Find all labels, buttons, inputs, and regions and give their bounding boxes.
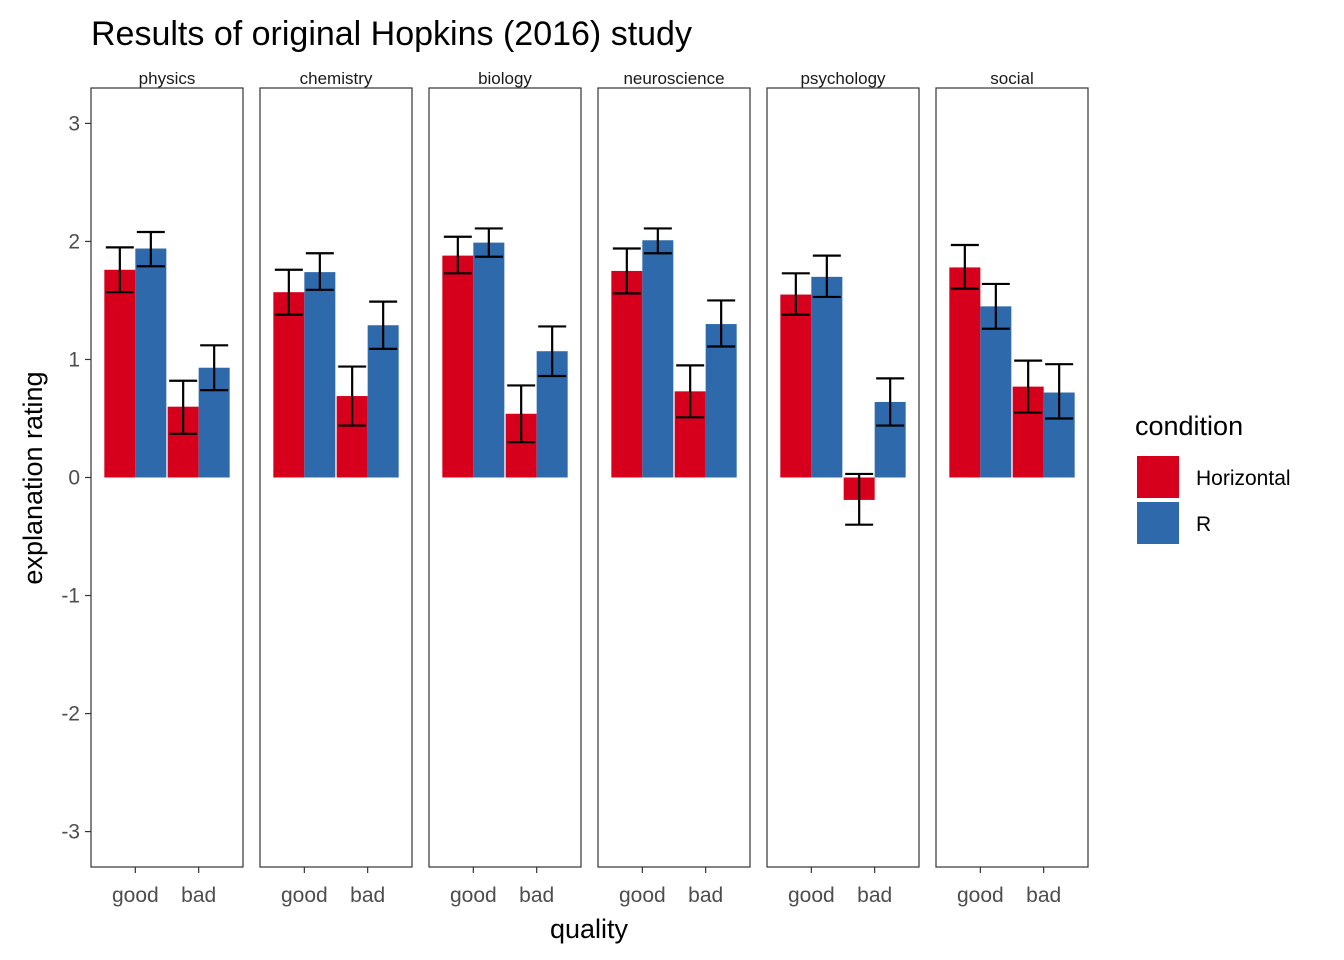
facet-panel-neuroscience: neuroscience good bad [597, 69, 751, 907]
y-tick-label: 2 [68, 230, 80, 253]
error-bar [876, 377, 905, 427]
legend: condition Horizontal R [1135, 411, 1291, 544]
error-bar [812, 254, 841, 299]
x-axis-title: quality [550, 914, 629, 944]
error-bar [981, 282, 1010, 330]
bar-horizontal-good [780, 294, 812, 478]
x-tick-label: bad [350, 884, 385, 907]
x-tick-label: good [619, 884, 666, 907]
error-bar [274, 268, 303, 316]
panel-border [935, 87, 1089, 868]
panel-border [597, 87, 751, 868]
chart-title: Results of original Hopkins (2016) study [91, 15, 692, 53]
error-bar [781, 272, 810, 316]
facet-strip-label: chemistry [300, 69, 373, 88]
bar-horizontal-good [442, 255, 474, 478]
facet-panel-social: social good bad [935, 69, 1089, 907]
facet-strip-label: social [990, 69, 1033, 88]
bar-r-good [980, 306, 1012, 478]
x-tick-label: good [112, 884, 159, 907]
error-bar [200, 344, 229, 392]
bar-r-good [473, 242, 505, 478]
x-tick-label: bad [857, 884, 892, 907]
legend-label-r: R [1196, 513, 1211, 536]
bar-r-good [811, 276, 843, 478]
legend-label-horizontal: Horizontal [1196, 467, 1291, 490]
error-bar [369, 300, 398, 350]
panel-border [90, 87, 244, 868]
facet-panel-psychology: psychology good bad [766, 69, 920, 907]
error-bar [169, 379, 198, 435]
error-bar [707, 299, 736, 348]
error-bar [612, 247, 641, 295]
facet-panel-biology: biology good bad [428, 69, 582, 907]
x-tick-label: bad [181, 884, 216, 907]
bar-r-good [642, 240, 674, 478]
error-bar [676, 364, 705, 419]
y-tick-label: -1 [61, 585, 80, 608]
error-bar [845, 472, 874, 526]
bar-r-good [304, 272, 336, 478]
legend-swatch-horizontal [1137, 456, 1179, 498]
bar-r-good [135, 248, 167, 478]
y-tick-label: -2 [61, 703, 80, 726]
x-tick-label: good [450, 884, 497, 907]
x-tick-label: bad [519, 884, 554, 907]
facet-strip-label: psychology [800, 69, 886, 88]
y-axis-title: explanation rating [18, 371, 48, 584]
y-axis: -3 -2 -1 0 1 2 3 [61, 112, 91, 844]
panel-border [428, 87, 582, 868]
panel-border [259, 87, 413, 868]
y-tick-label: 3 [68, 112, 80, 135]
bar-r-bad [367, 325, 399, 478]
y-tick-label: 1 [68, 348, 80, 371]
error-bar [1014, 359, 1043, 414]
error-bar [443, 235, 472, 275]
error-bar [507, 384, 536, 444]
x-tick-label: bad [1026, 884, 1061, 907]
error-bar [538, 325, 567, 378]
error-bar [643, 227, 672, 255]
bar-r-bad [705, 324, 737, 478]
facet-strip-label: neuroscience [623, 69, 724, 88]
facet-strip-label: biology [478, 69, 532, 88]
y-tick-label: -3 [61, 821, 80, 844]
facet-strip-label: physics [139, 69, 196, 88]
x-tick-label: bad [688, 884, 723, 907]
error-bar [338, 365, 367, 427]
x-tick-label: good [957, 884, 1004, 907]
error-bar [950, 243, 979, 290]
x-tick-label: good [281, 884, 328, 907]
error-bar [474, 227, 503, 258]
error-bar [1045, 363, 1074, 420]
error-bar [305, 252, 334, 291]
bar-horizontal-good [611, 270, 643, 478]
legend-swatch-r [1137, 502, 1179, 544]
facet-panel-chemistry: chemistry good bad [259, 69, 413, 907]
error-bar [136, 230, 165, 268]
error-bar [105, 246, 134, 294]
y-tick-label: 0 [68, 467, 80, 490]
panel-border [766, 87, 920, 868]
legend-title: condition [1135, 411, 1243, 441]
bar-horizontal-good [104, 269, 136, 478]
bar-horizontal-good [949, 267, 981, 478]
bar-horizontal-good [273, 292, 305, 478]
x-tick-label: good [788, 884, 835, 907]
facet-panel-physics: physics good bad [90, 69, 244, 907]
